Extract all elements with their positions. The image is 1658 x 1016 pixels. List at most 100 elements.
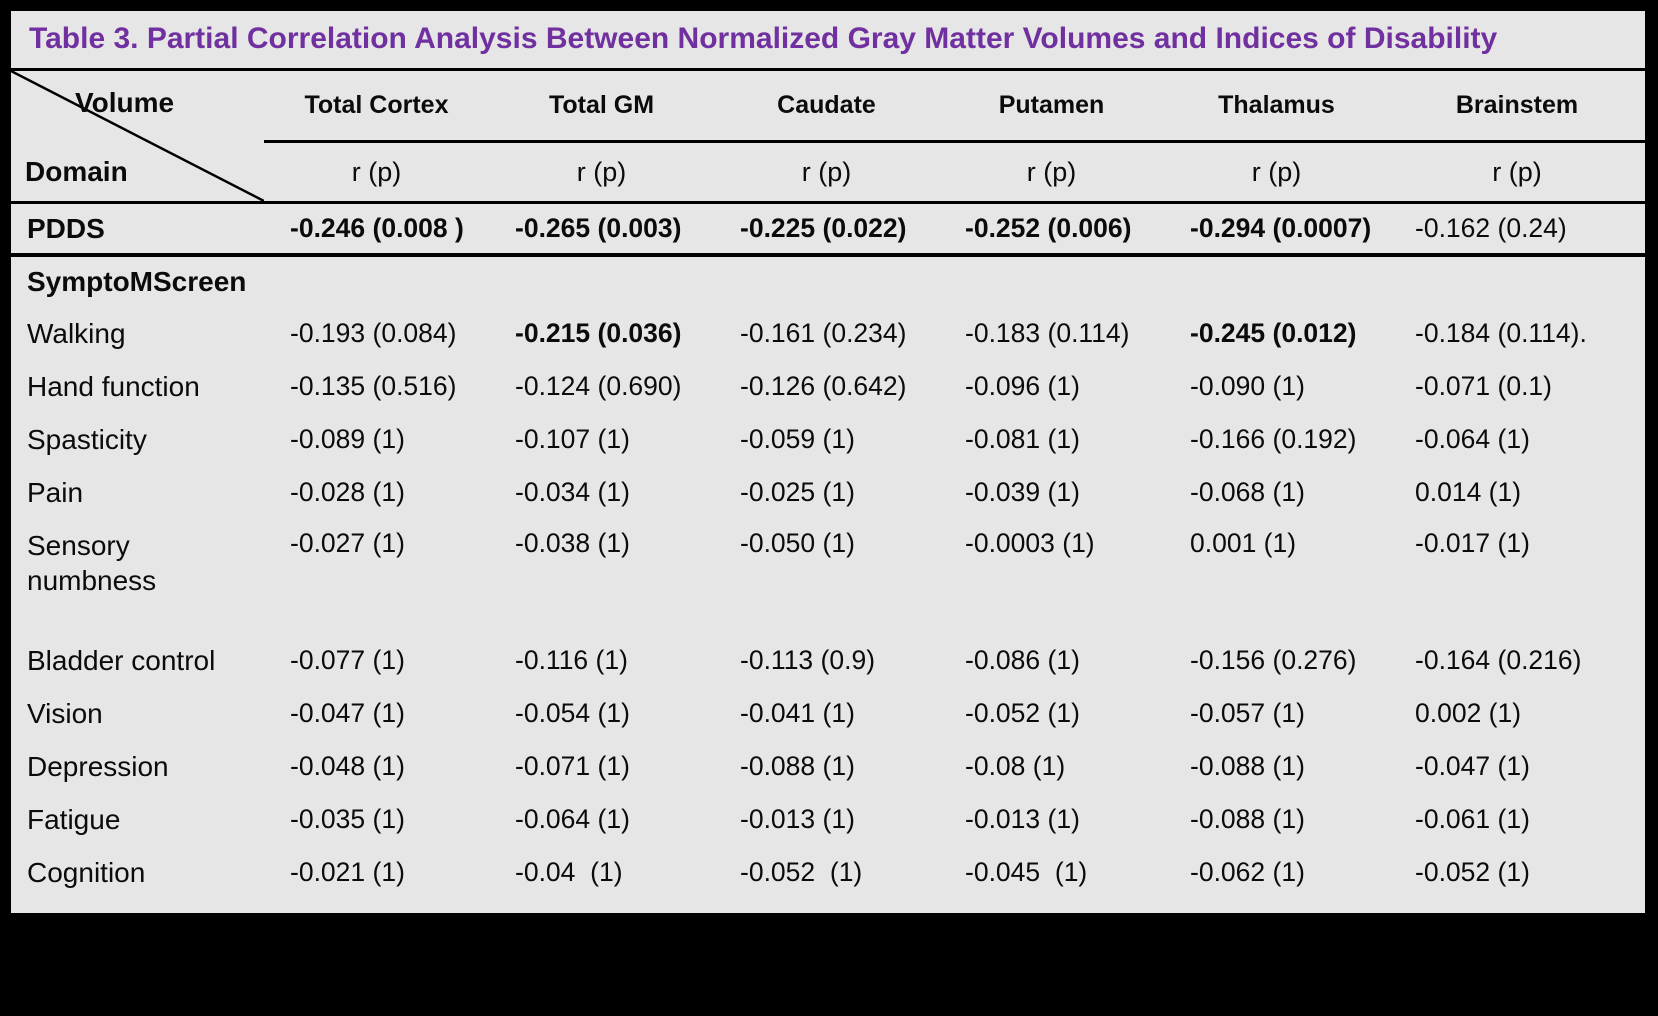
value-cell: -0.113 (0.9): [740, 645, 876, 676]
row-label-fatigue: Fatigue: [27, 804, 121, 836]
subheader-r-p: r (p): [1026, 156, 1077, 187]
value-cell: -0.025 (1): [740, 477, 855, 508]
value-cell: -0.035 (1): [290, 804, 405, 835]
table-title: Table 3. Partial Correlation Analysis Be…: [11, 11, 1645, 72]
value-cell: -0.08 (1): [965, 751, 1066, 782]
value-cell: -0.265 (0.003): [515, 213, 682, 244]
value-cell: -0.135 (0.516): [290, 371, 457, 402]
value-cell: -0.252 (0.006): [965, 213, 1132, 244]
value-cell: -0.184 (0.114).: [1415, 318, 1587, 349]
value-cell: -0.045 (1): [965, 857, 1088, 888]
value-cell: -0.068 (1): [1190, 477, 1305, 508]
table-row-spasticity: Spasticity -0.089 (1) -0.107 (1) -0.059 (1)…: [11, 413, 1645, 466]
subheader-r-p: r (p): [801, 156, 852, 187]
value-cell: -0.064 (1): [1415, 424, 1530, 455]
value-cell: -0.047 (1): [290, 698, 405, 729]
row-label-sensory-numbness: Sensory numbness: [27, 530, 157, 597]
value-cell: -0.021 (1): [290, 857, 405, 888]
value-cell: -0.057 (1): [1190, 698, 1305, 729]
value-cell: -0.090 (1): [1190, 371, 1305, 402]
value-cell: -0.027 (1): [290, 528, 405, 559]
value-cell: -0.245 (0.012): [1190, 318, 1357, 349]
table-body: PDDS -0.246 (0.008 ) -0.265 (0.003) -0.225 …: [11, 204, 1645, 913]
row-label-cognition: Cognition: [27, 857, 146, 889]
value-cell: -0.013 (1): [965, 804, 1080, 835]
value-cell: -0.225 (0.022): [740, 213, 907, 244]
value-cell: 0.014 (1): [1415, 477, 1522, 508]
row-label-bladder-control: Bladder control: [27, 645, 216, 677]
value-cell: -0.054 (1): [515, 698, 630, 729]
value-cell: -0.088 (1): [1190, 751, 1305, 782]
table-row-walking: Walking -0.193 (0.084) -0.215 (0.036) -0.16…: [11, 307, 1645, 360]
value-cell: -0.081 (1): [965, 424, 1080, 455]
subheader-r-p: r (p): [351, 156, 402, 187]
row-label-depression: Depression: [27, 751, 169, 783]
value-cell: -0.052 (1): [740, 857, 863, 888]
value-cell: -0.161 (0.234): [740, 318, 907, 349]
value-cell: -0.166 (0.192): [1190, 424, 1357, 455]
value-cell: -0.124 (0.690): [515, 371, 682, 402]
column-header-total-gm: Total GM: [489, 71, 714, 144]
value-cell: -0.107 (1): [515, 424, 630, 455]
value-cell: -0.071 (1): [515, 751, 630, 782]
value-cell: -0.048 (1): [290, 751, 405, 782]
value-cell: -0.028 (1): [290, 477, 405, 508]
value-cell: -0.215 (0.036): [515, 318, 682, 349]
value-cell: -0.294 (0.0007): [1190, 213, 1372, 244]
table-row-pain: Pain -0.028 (1) -0.034 (1) -0.025 (1) -0.039…: [11, 466, 1645, 519]
value-cell: -0.156 (0.276): [1190, 645, 1357, 676]
value-cell: -0.0003 (1): [965, 528, 1095, 559]
value-cell: -0.013 (1): [740, 804, 855, 835]
value-cell: -0.089 (1): [290, 424, 405, 455]
table-row-vision: Vision -0.047 (1) -0.054 (1) -0.041 (1) -0.0…: [11, 687, 1645, 740]
value-cell: -0.086 (1): [965, 645, 1080, 676]
value-cell: -0.126 (0.642): [740, 371, 907, 402]
correlation-table: Table 3. Partial Correlation Analysis Be…: [8, 8, 1648, 917]
value-cell: -0.017 (1): [1415, 528, 1530, 559]
value-cell: -0.164 (0.216): [1415, 645, 1582, 676]
value-cell: -0.096 (1): [965, 371, 1080, 402]
value-cell: -0.047 (1): [1415, 751, 1530, 782]
value-cell: 0.002 (1): [1415, 698, 1522, 729]
table-header: Volume Domain Total Cortex Total GM Caud…: [11, 71, 1645, 205]
value-cell: -0.050 (1): [740, 528, 855, 559]
column-header-caudate: Caudate: [714, 71, 939, 144]
value-cell: -0.071 (0.1): [1415, 371, 1552, 402]
subheader-r-p: r (p): [1251, 156, 1302, 187]
table-row-fatigue: Fatigue -0.035 (1) -0.064 (1) -0.013 (1) -0.…: [11, 793, 1645, 846]
value-cell: 0.001 (1): [1190, 528, 1297, 559]
value-cell: -0.062 (1): [1190, 857, 1305, 888]
value-cell: -0.077 (1): [290, 645, 405, 676]
diagonal-divider-line: [11, 71, 264, 202]
row-label-vision: Vision: [27, 698, 103, 730]
value-cell: -0.088 (1): [740, 751, 855, 782]
column-header-thalamus: Thalamus: [1164, 71, 1389, 144]
value-cell: -0.193 (0.084): [290, 318, 457, 349]
value-cell: -0.162 (0.24): [1415, 213, 1567, 244]
value-cell: -0.061 (1): [1415, 804, 1530, 835]
row-label-pain: Pain: [27, 477, 84, 509]
value-cell: -0.039 (1): [965, 477, 1080, 508]
value-cell: -0.052 (1): [1415, 857, 1530, 888]
row-label-pdds: PDDS: [27, 213, 105, 245]
value-cell: -0.038 (1): [515, 528, 630, 559]
header-corner-cell: Volume Domain: [11, 71, 264, 202]
value-cell: -0.041 (1): [740, 698, 855, 729]
row-label-hand-function: Hand function: [27, 371, 200, 403]
table-row-sensory-numbness: Sensory numbness -0.027 (1) -0.038 (1) -0.0…: [11, 519, 1645, 634]
value-cell: -0.246 (0.008 ): [290, 213, 464, 244]
table-row-cognition: Cognition -0.021 (1) -0.04 (1) -0.052 (1) -0…: [11, 846, 1645, 913]
value-cell: -0.116 (1): [515, 645, 628, 676]
value-cell: -0.064 (1): [515, 804, 630, 835]
table-row-bladder-control: Bladder control -0.077 (1) -0.116 (1) -0.11…: [11, 634, 1645, 687]
value-cell: -0.034 (1): [515, 477, 630, 508]
corner-label-volume: Volume: [75, 87, 175, 119]
table-row-depression: Depression -0.048 (1) -0.071 (1) -0.088 (1)…: [11, 740, 1645, 793]
value-cell: -0.088 (1): [1190, 804, 1305, 835]
value-cell: -0.183 (0.114): [965, 318, 1130, 349]
value-cell: -0.052 (1): [965, 698, 1080, 729]
column-header-total-cortex: Total Cortex: [264, 71, 489, 144]
value-cell: -0.059 (1): [740, 424, 855, 455]
row-label-walking: Walking: [27, 318, 126, 350]
